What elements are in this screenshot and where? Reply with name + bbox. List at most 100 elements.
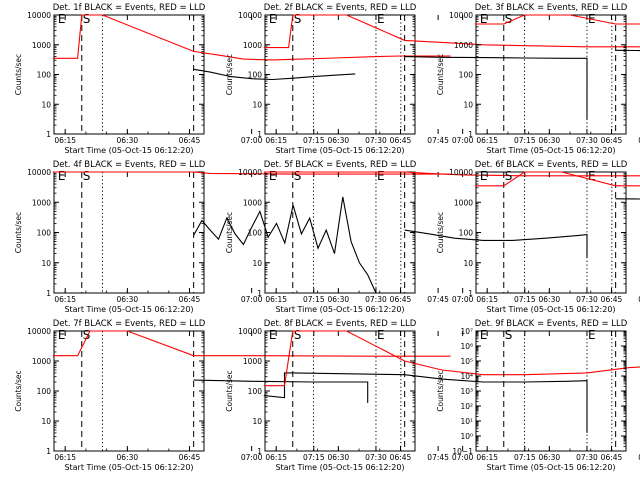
y-tick-label: 10²: [460, 402, 473, 411]
x-tick-label: 06:15: [476, 136, 498, 145]
x-tick-label: 07:15: [514, 295, 536, 304]
marker-label: E: [58, 12, 66, 26]
marker-label: S: [83, 169, 91, 183]
y-tick-label: 1000: [32, 41, 51, 50]
panel-det-4: Det. 4f BLACK = Events, RED = LLD 1 10 100 1…: [14, 160, 451, 314]
x-tick-label: 06:30: [117, 295, 139, 304]
plot-frame: [475, 171, 627, 294]
x-tick-label: 07:30: [365, 295, 387, 304]
plot-frame: [475, 330, 627, 452]
y-tick-label: 1: [257, 289, 262, 298]
y-tick-label: 100: [37, 229, 52, 238]
marker-label: E: [269, 328, 277, 342]
x-tick-label: 06:15: [476, 453, 498, 462]
y-tick-label: 10000: [27, 168, 51, 177]
y-tick-label: 1: [468, 130, 473, 139]
x-tick-label: 06:30: [328, 295, 350, 304]
x-tick-label: 07:30: [576, 453, 598, 462]
x-tick-label: 06:45: [390, 295, 412, 304]
marker-label: E: [480, 169, 488, 183]
marker-label: E: [269, 12, 277, 26]
marker-label: S: [505, 12, 513, 26]
x-axis-label: Start Time (05-Oct-15 06:12:20): [64, 463, 193, 472]
plot-title: Det. 4f BLACK = Events, RED = LLD: [53, 160, 206, 170]
x-tick-label: 07:45: [427, 136, 449, 145]
x-tick-label: 07:15: [514, 453, 536, 462]
x-tick-label: 06:45: [390, 136, 412, 145]
y-tick-label: 100: [459, 229, 474, 238]
y-tick-label: 10: [463, 259, 473, 268]
panel-det-1: Det. 1f BLACK = Events, RED = LLD 1 10 100 1…: [14, 3, 451, 155]
y-tick-label: 10000: [449, 11, 473, 20]
y-tick-label: 1: [468, 289, 473, 298]
y-tick-label: 1000: [243, 198, 262, 207]
x-tick-label: 06:45: [601, 295, 623, 304]
x-tick-label: 06:45: [179, 453, 201, 462]
x-tick-label: 06:45: [179, 136, 201, 145]
y-tick-label: 10: [252, 100, 262, 109]
x-axis-label: Start Time (05-Oct-15 06:12:20): [275, 463, 404, 472]
plot-title: Det. 5f BLACK = Events, RED = LLD: [264, 160, 417, 170]
marker-label: E: [377, 328, 385, 342]
marker-label: S: [294, 169, 302, 183]
x-axis-label: Start Time (05-Oct-15 06:12:20): [275, 146, 404, 155]
x-tick-label: 07:30: [576, 136, 598, 145]
y-tick-label: 1000: [32, 357, 51, 366]
y-tick-label: 1: [257, 130, 262, 139]
x-tick-label: 07:00: [452, 453, 474, 462]
x-tick-label: 06:45: [179, 295, 201, 304]
y-tick-label: 10⁶: [460, 342, 473, 351]
y-tick-label: 100: [37, 71, 52, 80]
y-tick-label: 1000: [243, 41, 262, 50]
series-events-line: [404, 229, 588, 258]
series-lld-line: [52, 171, 451, 175]
x-tick-label: 06:15: [54, 136, 76, 145]
series-events-line: [193, 68, 356, 81]
x-tick-label: 06:45: [601, 453, 623, 462]
series-lld-line: [52, 14, 451, 61]
x-tick-label: 06:30: [539, 453, 561, 462]
marker-label: E: [58, 169, 66, 183]
series-lld-line: [52, 330, 451, 357]
x-tick-label: 07:45: [427, 295, 449, 304]
x-tick-label: 06:30: [539, 295, 561, 304]
y-axis-label: Counts/sec: [14, 370, 23, 411]
y-tick-label: 1: [46, 289, 51, 298]
x-tick-label: 07:00: [241, 453, 263, 462]
series-lld-line: [263, 14, 640, 49]
y-tick-label: 1000: [454, 198, 473, 207]
y-axis-label: Counts/sec: [225, 212, 234, 253]
plot-title: Det. 9f BLACK = Events, RED = LLD: [475, 319, 628, 329]
x-tick-label: 07:45: [638, 295, 640, 304]
panel-det-7: Det. 7f BLACK = Events, RED = LLD 1 10 100 1…: [14, 319, 451, 472]
x-tick-label: 06:30: [117, 136, 139, 145]
y-tick-label: 10: [252, 417, 262, 426]
y-tick-label: 10000: [27, 11, 51, 20]
marker-label: E: [480, 328, 488, 342]
panel-det-9: Det. 9f BLACK = Events, RED = LLD 10−1 10⁰…: [436, 319, 628, 472]
marker-label: S: [83, 12, 91, 26]
x-axis-label: Start Time (05-Oct-15 06:12:20): [486, 463, 615, 472]
x-tick-label: 06:30: [539, 136, 561, 145]
series-events-line: [615, 49, 640, 52]
y-tick-label: 100: [459, 71, 474, 80]
x-tick-label: 06:30: [328, 136, 350, 145]
plot-title: Det. 1f BLACK = Events, RED = LLD: [53, 3, 206, 13]
x-axis-label: Start Time (05-Oct-15 06:12:20): [64, 146, 193, 155]
y-tick-label: 1000: [454, 41, 473, 50]
y-tick-label: 10⁴: [460, 372, 473, 381]
y-tick-label: 10⁰: [460, 432, 473, 441]
x-tick-label: 07:15: [514, 136, 536, 145]
x-tick-label: 07:00: [452, 136, 474, 145]
series-lld-line: [474, 14, 640, 25]
y-tick-label: 10000: [238, 327, 262, 336]
y-tick-label: 100: [248, 229, 263, 238]
x-axis-label: Start Time (05-Oct-15 06:12:20): [275, 305, 404, 314]
x-tick-label: 07:15: [303, 295, 325, 304]
marker-label: E: [480, 12, 488, 26]
y-tick-label: 10: [41, 259, 51, 268]
x-tick-label: 07:30: [365, 136, 387, 145]
plot-frame: [53, 330, 205, 452]
y-tick-label: 10: [252, 259, 262, 268]
